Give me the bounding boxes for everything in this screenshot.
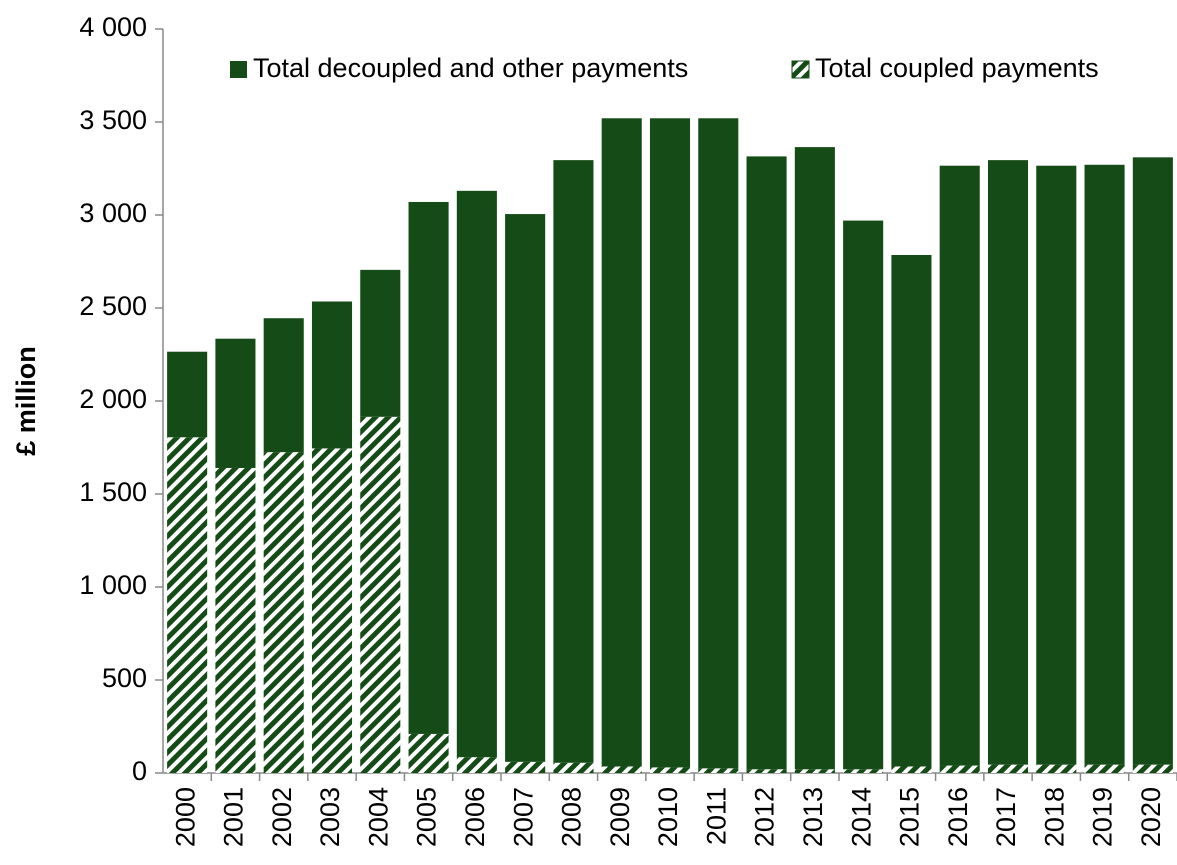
legend-swatch xyxy=(791,60,810,79)
bar-segment xyxy=(167,351,208,438)
y-tick-label: 1 000 xyxy=(79,570,147,600)
bar-segment xyxy=(698,768,739,773)
bar-segment xyxy=(939,165,980,766)
bar-segment xyxy=(408,733,449,773)
y-tick-label: 1 500 xyxy=(79,477,147,507)
x-tick-label: 2011 xyxy=(701,787,731,845)
x-tick-label: 2005 xyxy=(412,787,442,847)
bar-segment xyxy=(698,118,739,769)
bar-segment xyxy=(408,201,449,734)
bar-segment xyxy=(505,214,546,762)
bar-segment xyxy=(360,416,401,773)
y-tick-label: 0 xyxy=(132,756,147,786)
bar-segment xyxy=(794,769,835,773)
bar-segment xyxy=(746,156,787,770)
x-tick-label: 2014 xyxy=(846,787,876,847)
bar-segment xyxy=(1084,164,1125,765)
bar-segment xyxy=(1036,165,1077,765)
x-tick-label: 2001 xyxy=(219,787,249,847)
bar-segment xyxy=(311,301,353,449)
bar-segment xyxy=(649,767,691,773)
legend-label: Total coupled payments xyxy=(815,53,1099,83)
x-tick-label: 2000 xyxy=(170,787,200,847)
bar-segment xyxy=(167,437,208,773)
bar-segment xyxy=(263,452,304,773)
bar-segment xyxy=(456,757,497,773)
bar-segment xyxy=(553,762,594,773)
x-tick-label: 2008 xyxy=(557,787,587,847)
bar-segment xyxy=(843,769,884,773)
bar-segment xyxy=(939,765,980,773)
bar-segment xyxy=(601,766,642,773)
x-tick-label: 2018 xyxy=(1039,787,1069,847)
x-tick-label: 2007 xyxy=(508,787,538,847)
x-tick-label: 2017 xyxy=(991,787,1021,847)
bar-segment xyxy=(311,448,353,773)
y-tick-label: 3 000 xyxy=(79,198,147,228)
bar-segment xyxy=(891,254,932,767)
y-tick-label: 2 500 xyxy=(79,291,147,321)
bar-segment xyxy=(360,269,401,417)
x-tick-label: 2015 xyxy=(895,787,925,847)
x-tick-label: 2013 xyxy=(798,787,828,847)
x-tick-label: 2002 xyxy=(267,787,297,847)
bar-segment xyxy=(1084,764,1125,773)
bar-segment xyxy=(649,118,691,768)
y-tick-label: 2 000 xyxy=(79,384,147,414)
bar-segment xyxy=(794,147,835,770)
bar-segment xyxy=(601,118,642,767)
bar-segment xyxy=(1132,157,1173,765)
bar-segment xyxy=(843,220,884,770)
y-tick-label: 500 xyxy=(102,663,147,693)
bar-segment xyxy=(553,160,594,763)
x-tick-label: 2012 xyxy=(750,787,780,847)
x-tick-label: 2009 xyxy=(605,787,635,847)
y-tick-label: 4 000 xyxy=(79,12,147,42)
bar-segment xyxy=(215,338,256,468)
bar-segment xyxy=(215,467,256,773)
bar-segment xyxy=(1036,764,1077,773)
bar-segment xyxy=(456,190,497,758)
bar-segment xyxy=(746,769,787,773)
x-tick-label: 2019 xyxy=(1088,787,1118,847)
x-tick-label: 2010 xyxy=(653,787,683,847)
y-axis-label: £ million xyxy=(11,346,41,456)
y-tick-label: 3 500 xyxy=(79,105,147,135)
x-tick-label: 2016 xyxy=(943,787,973,847)
x-tick-label: 2020 xyxy=(1136,787,1166,847)
bar-segment xyxy=(1132,764,1173,773)
legend-label: Total decoupled and other payments xyxy=(253,53,688,83)
legend-swatch xyxy=(230,61,247,78)
x-tick-label: 2006 xyxy=(460,787,490,847)
x-tick-label: 2003 xyxy=(315,787,345,847)
bar-segment xyxy=(987,764,1029,773)
bar-segment xyxy=(987,160,1029,765)
bar-segment xyxy=(263,318,304,453)
bar-segment xyxy=(505,761,546,773)
x-tick-label: 2004 xyxy=(363,787,393,847)
bar-segment xyxy=(891,766,932,773)
